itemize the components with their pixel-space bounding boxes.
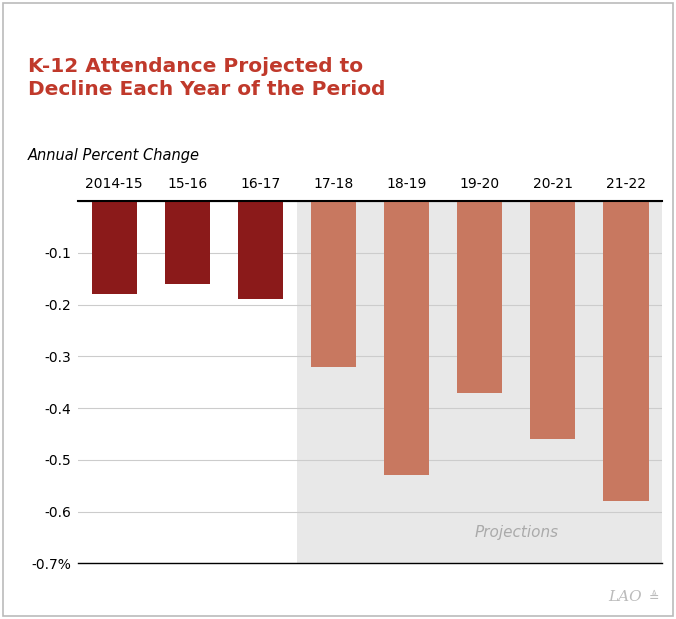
Bar: [457, 201, 502, 392]
Text: ≜: ≜: [648, 591, 659, 604]
Text: K-12 Attendance Projected to
Decline Each Year of the Period: K-12 Attendance Projected to Decline Eac…: [28, 57, 385, 99]
Bar: [311, 201, 356, 366]
Bar: [297, 201, 662, 563]
Bar: [92, 201, 137, 294]
Bar: [603, 201, 648, 501]
Text: Annual Percent Change: Annual Percent Change: [28, 149, 200, 163]
Text: Figure 6: Figure 6: [24, 22, 95, 37]
Bar: [238, 201, 283, 300]
Bar: [165, 201, 210, 284]
Text: Projections: Projections: [475, 525, 558, 540]
Bar: [530, 201, 575, 439]
Text: LAO: LAO: [608, 589, 642, 604]
Bar: [384, 201, 429, 475]
